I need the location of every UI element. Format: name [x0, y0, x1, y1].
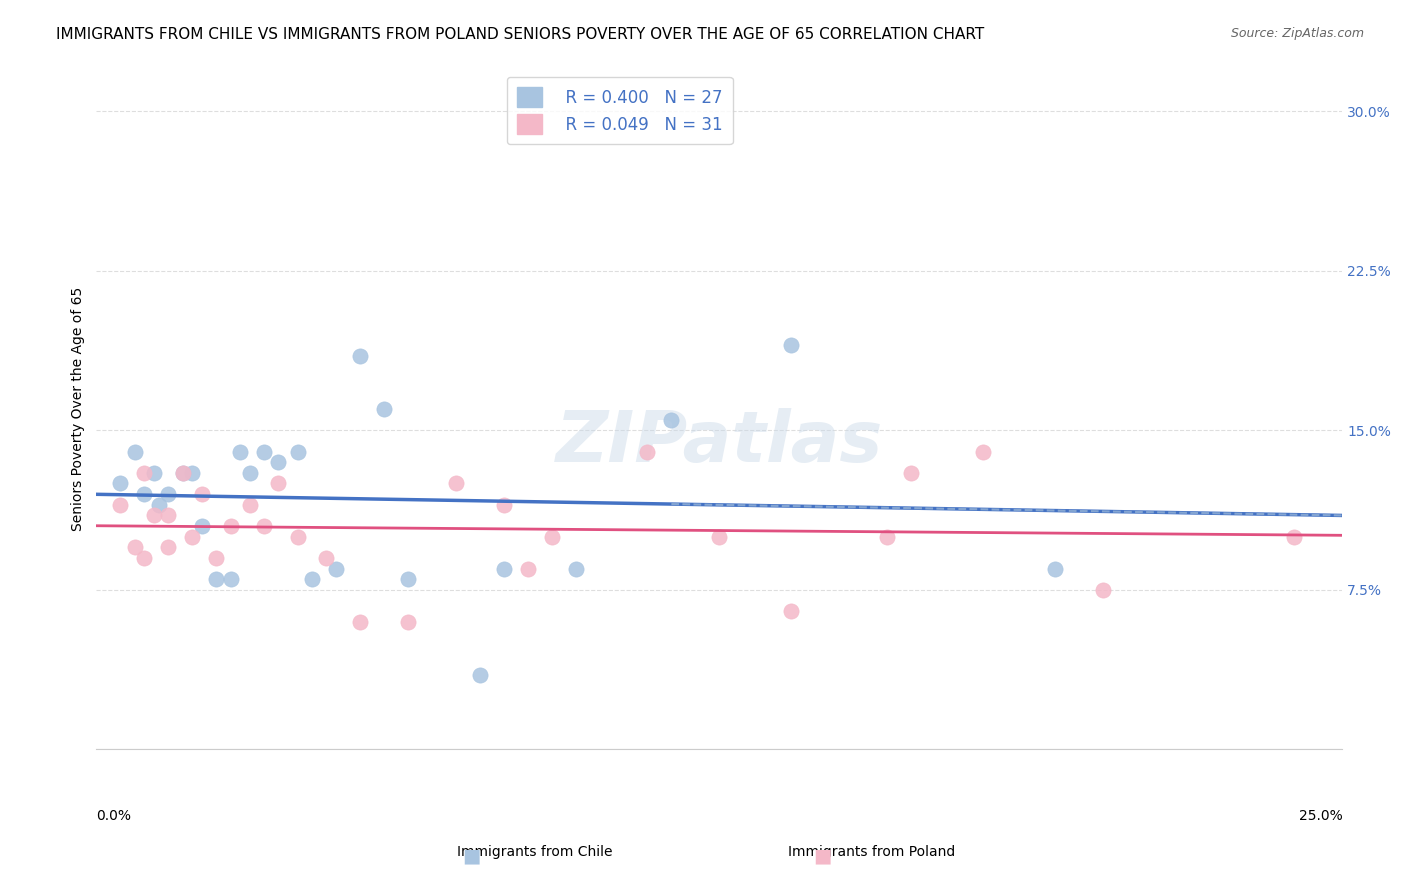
Point — [267, 476, 290, 491]
Point — [1284, 530, 1306, 544]
Point — [239, 466, 262, 480]
Point — [315, 550, 337, 565]
Point — [157, 541, 180, 555]
Point — [540, 530, 562, 544]
Point — [1043, 561, 1066, 575]
Point — [349, 615, 371, 629]
Text: 25.0%: 25.0% — [1299, 809, 1343, 823]
Point — [1091, 582, 1114, 597]
Point — [205, 572, 228, 586]
Point — [661, 412, 683, 426]
Y-axis label: Seniors Poverty Over the Age of 65: Seniors Poverty Over the Age of 65 — [72, 287, 86, 531]
Point — [181, 530, 204, 544]
Point — [267, 455, 290, 469]
Text: IMMIGRANTS FROM CHILE VS IMMIGRANTS FROM POLAND SENIORS POVERTY OVER THE AGE OF : IMMIGRANTS FROM CHILE VS IMMIGRANTS FROM… — [56, 27, 984, 42]
Text: Source: ZipAtlas.com: Source: ZipAtlas.com — [1230, 27, 1364, 40]
Text: ■: ■ — [461, 847, 481, 866]
Point — [564, 561, 586, 575]
Text: Immigrants from Poland: Immigrants from Poland — [789, 846, 955, 859]
Point — [900, 466, 922, 480]
Point — [349, 349, 371, 363]
Point — [301, 572, 323, 586]
Point — [134, 487, 156, 501]
Point — [110, 498, 132, 512]
Point — [157, 508, 180, 523]
Point — [219, 519, 242, 533]
Point — [287, 444, 309, 458]
Point — [148, 498, 170, 512]
Point — [181, 466, 204, 480]
Point — [191, 519, 214, 533]
Point — [191, 487, 214, 501]
Point — [142, 466, 165, 480]
Point — [972, 444, 994, 458]
Point — [373, 401, 395, 416]
Point — [219, 572, 242, 586]
Text: ZIPatlas: ZIPatlas — [555, 409, 883, 477]
Point — [142, 508, 165, 523]
Point — [780, 604, 803, 618]
Point — [239, 498, 262, 512]
Point — [444, 476, 467, 491]
Point — [396, 572, 419, 586]
Point — [492, 561, 515, 575]
Point — [172, 466, 194, 480]
Point — [636, 444, 658, 458]
Point — [110, 476, 132, 491]
Point — [253, 519, 276, 533]
Point — [396, 615, 419, 629]
Point — [492, 498, 515, 512]
Text: 0.0%: 0.0% — [97, 809, 131, 823]
Point — [157, 487, 180, 501]
Point — [229, 444, 252, 458]
Point — [134, 466, 156, 480]
Point — [253, 444, 276, 458]
Point — [516, 561, 538, 575]
Point — [172, 466, 194, 480]
Point — [468, 668, 491, 682]
Point — [325, 561, 347, 575]
Text: ■: ■ — [813, 847, 832, 866]
Point — [124, 444, 146, 458]
Point — [709, 530, 731, 544]
Text: Immigrants from Chile: Immigrants from Chile — [457, 846, 612, 859]
Legend:   R = 0.400   N = 27,   R = 0.049   N = 31: R = 0.400 N = 27, R = 0.049 N = 31 — [506, 77, 733, 145]
Point — [876, 530, 898, 544]
Point — [134, 550, 156, 565]
Point — [780, 338, 803, 352]
Point — [287, 530, 309, 544]
Point — [124, 541, 146, 555]
Point — [205, 550, 228, 565]
